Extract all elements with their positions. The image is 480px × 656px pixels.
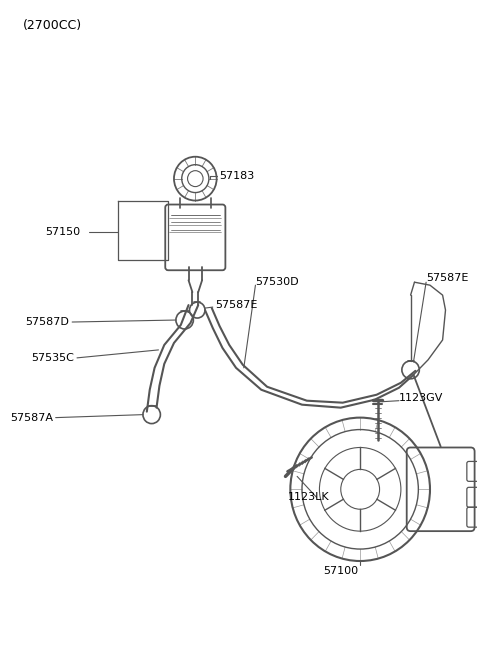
Text: 57530D: 57530D	[255, 277, 299, 287]
Text: 57535C: 57535C	[31, 353, 74, 363]
Text: 57587A: 57587A	[10, 413, 53, 422]
Text: 57587E: 57587E	[426, 273, 468, 283]
Text: 57587D: 57587D	[25, 317, 69, 327]
Text: 57183: 57183	[219, 171, 255, 180]
Text: (2700CC): (2700CC)	[23, 19, 82, 32]
Text: 1123LK: 1123LK	[288, 492, 329, 502]
Text: 57100: 57100	[323, 566, 359, 576]
Text: 1123GV: 1123GV	[399, 393, 444, 403]
Text: 57587E: 57587E	[215, 300, 257, 310]
Text: 57150: 57150	[45, 228, 80, 237]
